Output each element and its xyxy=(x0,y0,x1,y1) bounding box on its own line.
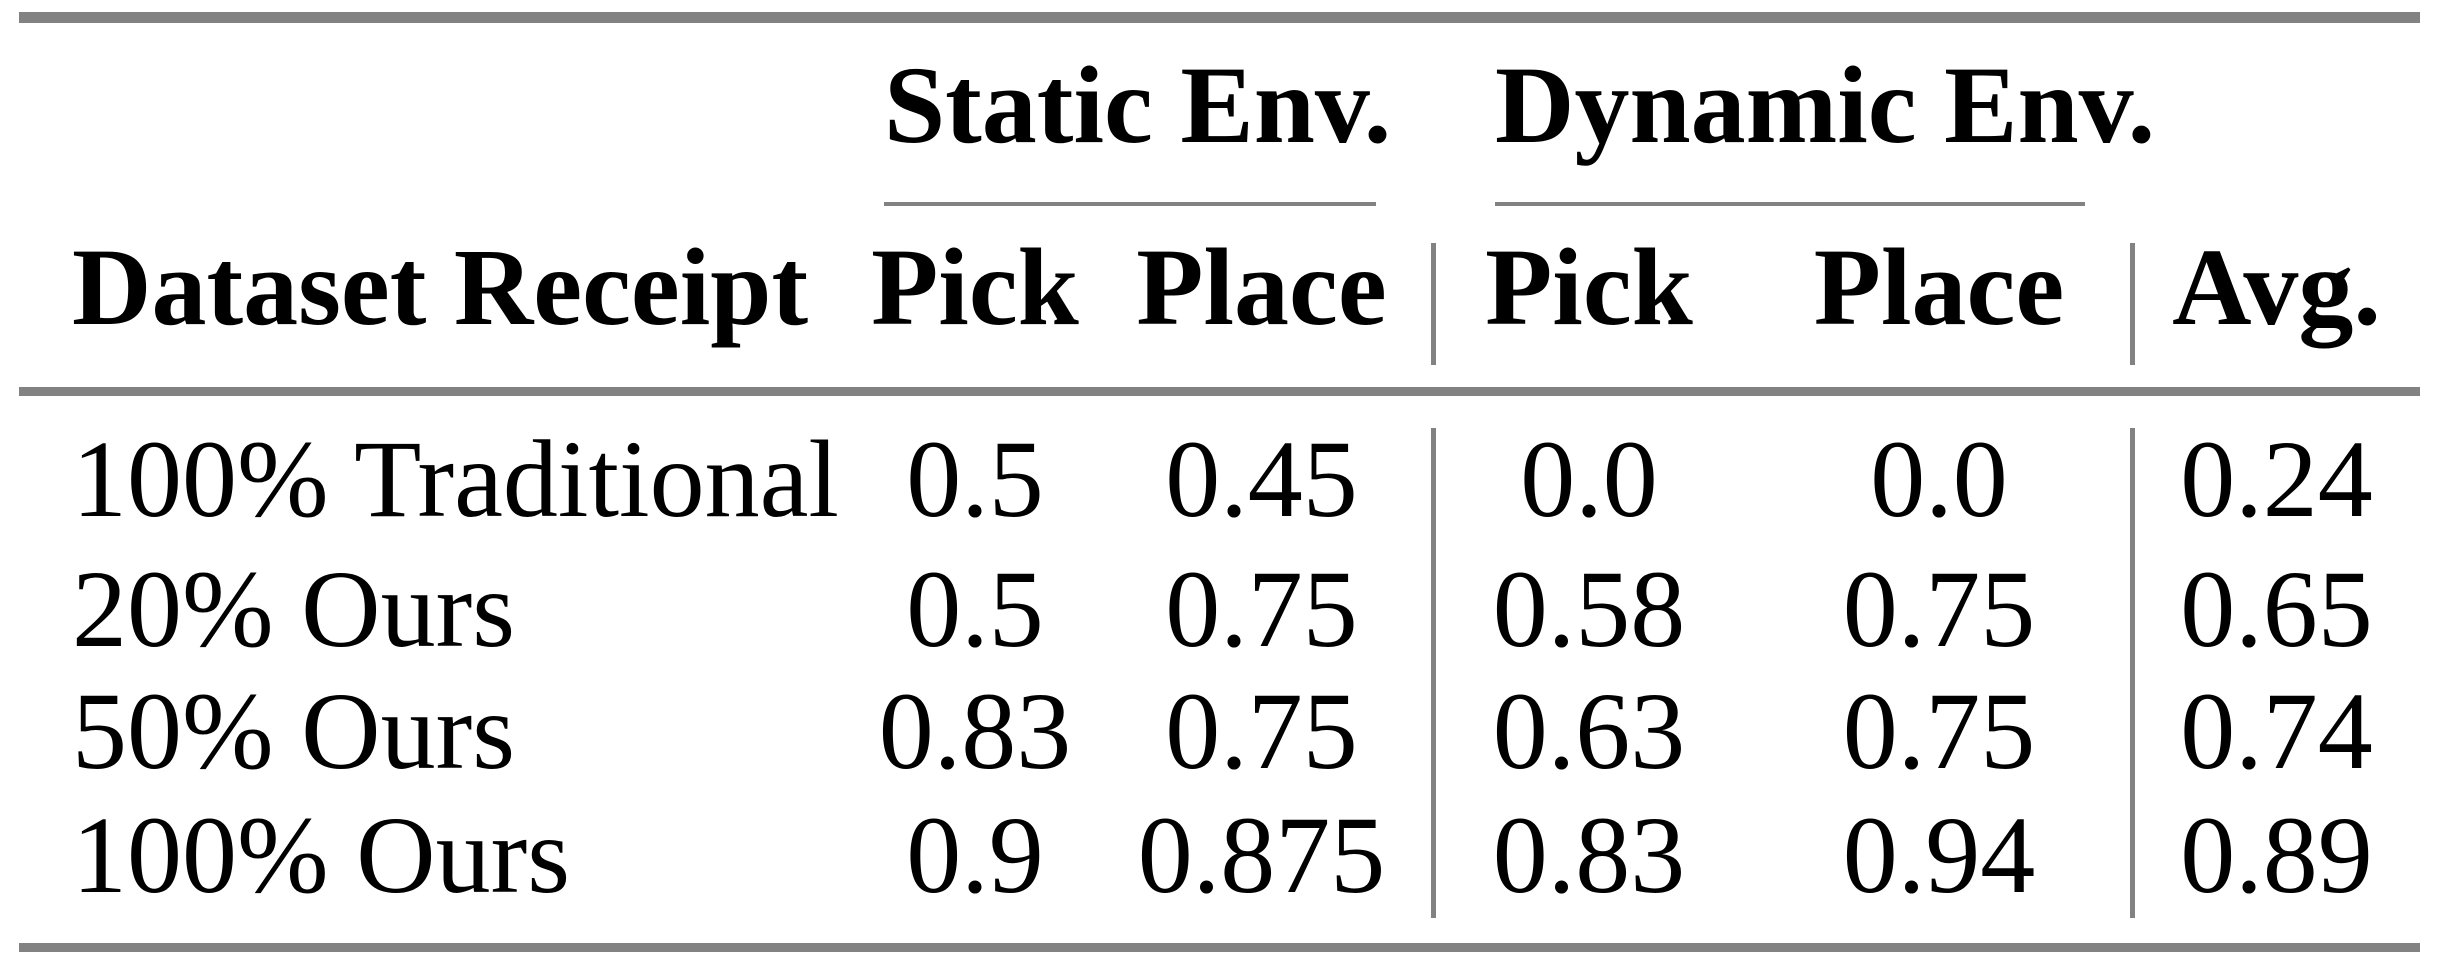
row-3-dynamic-place: 0.75 xyxy=(1842,670,2036,792)
vertical-separator-avg-body xyxy=(2130,428,2135,918)
top-rule xyxy=(19,12,2420,23)
static-env-underline-rule xyxy=(884,202,1376,206)
vertical-separator-static-dynamic-header xyxy=(1431,243,1436,365)
row-1-dynamic-pick: 0.0 xyxy=(1520,418,1658,540)
col-header-static-place: Place xyxy=(1136,226,1387,348)
row-4-static-pick: 0.9 xyxy=(906,794,1044,916)
row-3-label: 50% Ours xyxy=(72,670,516,792)
row-2-static-place: 0.75 xyxy=(1165,548,1358,670)
vertical-separator-avg-header xyxy=(2130,243,2135,365)
row-4-label: 100% Ours xyxy=(72,794,571,916)
row-2-dynamic-place: 0.75 xyxy=(1842,548,2036,670)
row-4-avg: 0.89 xyxy=(2180,794,2373,916)
group-header-dynamic-env: Dynamic Env. xyxy=(1495,44,2156,166)
row-3-static-pick: 0.83 xyxy=(878,670,1072,792)
col-header-dataset-receipt: Dataset Receipt xyxy=(72,226,809,348)
row-1-static-pick: 0.5 xyxy=(906,418,1044,540)
row-1-static-place: 0.45 xyxy=(1165,418,1358,540)
row-4-static-place: 0.875 xyxy=(1137,794,1386,916)
col-header-avg: Avg. xyxy=(2172,226,2381,348)
row-1-dynamic-place: 0.0 xyxy=(1870,418,2008,540)
col-header-static-pick: Pick xyxy=(871,226,1079,348)
row-2-label: 20% Ours xyxy=(72,548,516,670)
dynamic-env-underline-rule xyxy=(1495,202,2085,206)
col-header-dynamic-place: Place xyxy=(1813,226,2065,348)
group-header-static-env: Static Env. xyxy=(884,44,1392,166)
col-header-dynamic-pick: Pick xyxy=(1485,226,1693,348)
row-1-avg: 0.24 xyxy=(2180,418,2373,540)
row-3-static-place: 0.75 xyxy=(1165,670,1358,792)
row-1-label: 100% Traditional xyxy=(72,418,839,540)
row-2-avg: 0.65 xyxy=(2180,548,2373,670)
row-2-static-pick: 0.5 xyxy=(906,548,1044,670)
row-2-dynamic-pick: 0.58 xyxy=(1492,548,1686,670)
vertical-separator-static-dynamic-body xyxy=(1431,428,1436,918)
row-3-avg: 0.74 xyxy=(2180,670,2373,792)
header-separator-rule xyxy=(19,387,2420,396)
bottom-rule xyxy=(19,943,2420,952)
row-3-dynamic-pick: 0.63 xyxy=(1492,670,1686,792)
row-4-dynamic-place: 0.94 xyxy=(1842,794,2036,916)
row-4-dynamic-pick: 0.83 xyxy=(1492,794,1686,916)
